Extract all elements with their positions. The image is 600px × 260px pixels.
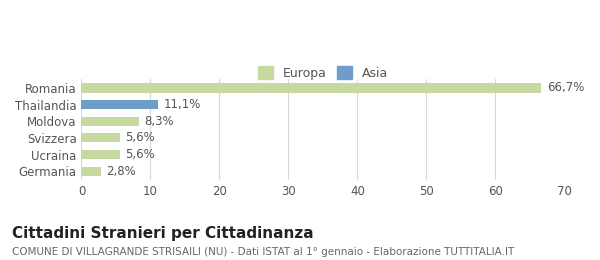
Text: Cittadini Stranieri per Cittadinanza: Cittadini Stranieri per Cittadinanza	[12, 226, 314, 241]
Bar	[82, 100, 158, 109]
Bar	[82, 117, 139, 126]
Bar	[82, 150, 120, 159]
Bar	[82, 167, 101, 176]
Bar	[82, 83, 541, 93]
Text: 2,8%: 2,8%	[106, 165, 136, 178]
Text: COMUNE DI VILLAGRANDE STRISAILI (NU) - Dati ISTAT al 1° gennaio - Elaborazione T: COMUNE DI VILLAGRANDE STRISAILI (NU) - D…	[12, 247, 514, 257]
Text: 5,6%: 5,6%	[125, 148, 155, 161]
Bar	[82, 133, 120, 142]
Text: 11,1%: 11,1%	[164, 98, 201, 111]
Legend: Europa, Asia: Europa, Asia	[254, 63, 392, 84]
Text: 66,7%: 66,7%	[547, 81, 584, 94]
Text: 8,3%: 8,3%	[144, 115, 174, 128]
Text: 5,6%: 5,6%	[125, 131, 155, 144]
